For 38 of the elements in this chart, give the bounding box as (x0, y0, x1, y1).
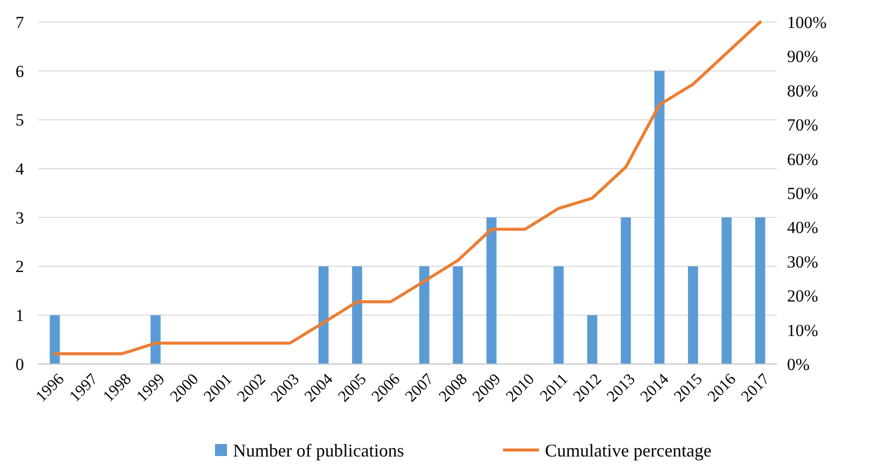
bar (654, 70, 664, 364)
bar (419, 266, 430, 364)
bar (722, 217, 732, 364)
bar (150, 315, 161, 364)
bar (755, 217, 766, 364)
y2-tick-label: 50% (787, 184, 818, 203)
y-tick-label: 6 (16, 62, 24, 81)
legend-label: Number of publications (233, 440, 404, 460)
bar (452, 266, 463, 364)
y-tick-label: 3 (16, 208, 24, 228)
y2-tick-label: 100% (787, 12, 827, 32)
y-tick-label: 7 (16, 12, 24, 32)
y2-tick-label: 60% (787, 150, 818, 169)
bar (486, 217, 497, 364)
y-tick-label: 4 (16, 160, 24, 179)
y2-tick-label: 40% (787, 218, 818, 238)
y2-tick-label: 70% (787, 116, 818, 135)
bar (587, 315, 598, 364)
y2-tick-label: 30% (787, 252, 818, 272)
y-tick-label: 0 (16, 354, 24, 374)
x-tick-label: 2011 (537, 370, 572, 405)
y2-tick-label: 0% (787, 354, 810, 374)
bar (50, 315, 60, 364)
y-tick-label: 2 (16, 257, 24, 276)
y2-tick-label: 80% (787, 81, 818, 100)
y2-tick-label: 20% (787, 286, 818, 306)
legend-label: Cumulative percentage (545, 440, 712, 460)
y2-tick-label: 10% (787, 320, 818, 340)
bar (620, 217, 631, 364)
x-tick-label: 2001 (200, 370, 236, 406)
bar (554, 266, 564, 364)
y-tick-label: 5 (16, 110, 24, 130)
y2-tick-label: 90% (787, 47, 818, 66)
line-series (53, 20, 762, 356)
bar (318, 266, 329, 364)
y-tick-label: 1 (16, 306, 24, 326)
bar (688, 266, 698, 364)
bar (352, 266, 362, 364)
